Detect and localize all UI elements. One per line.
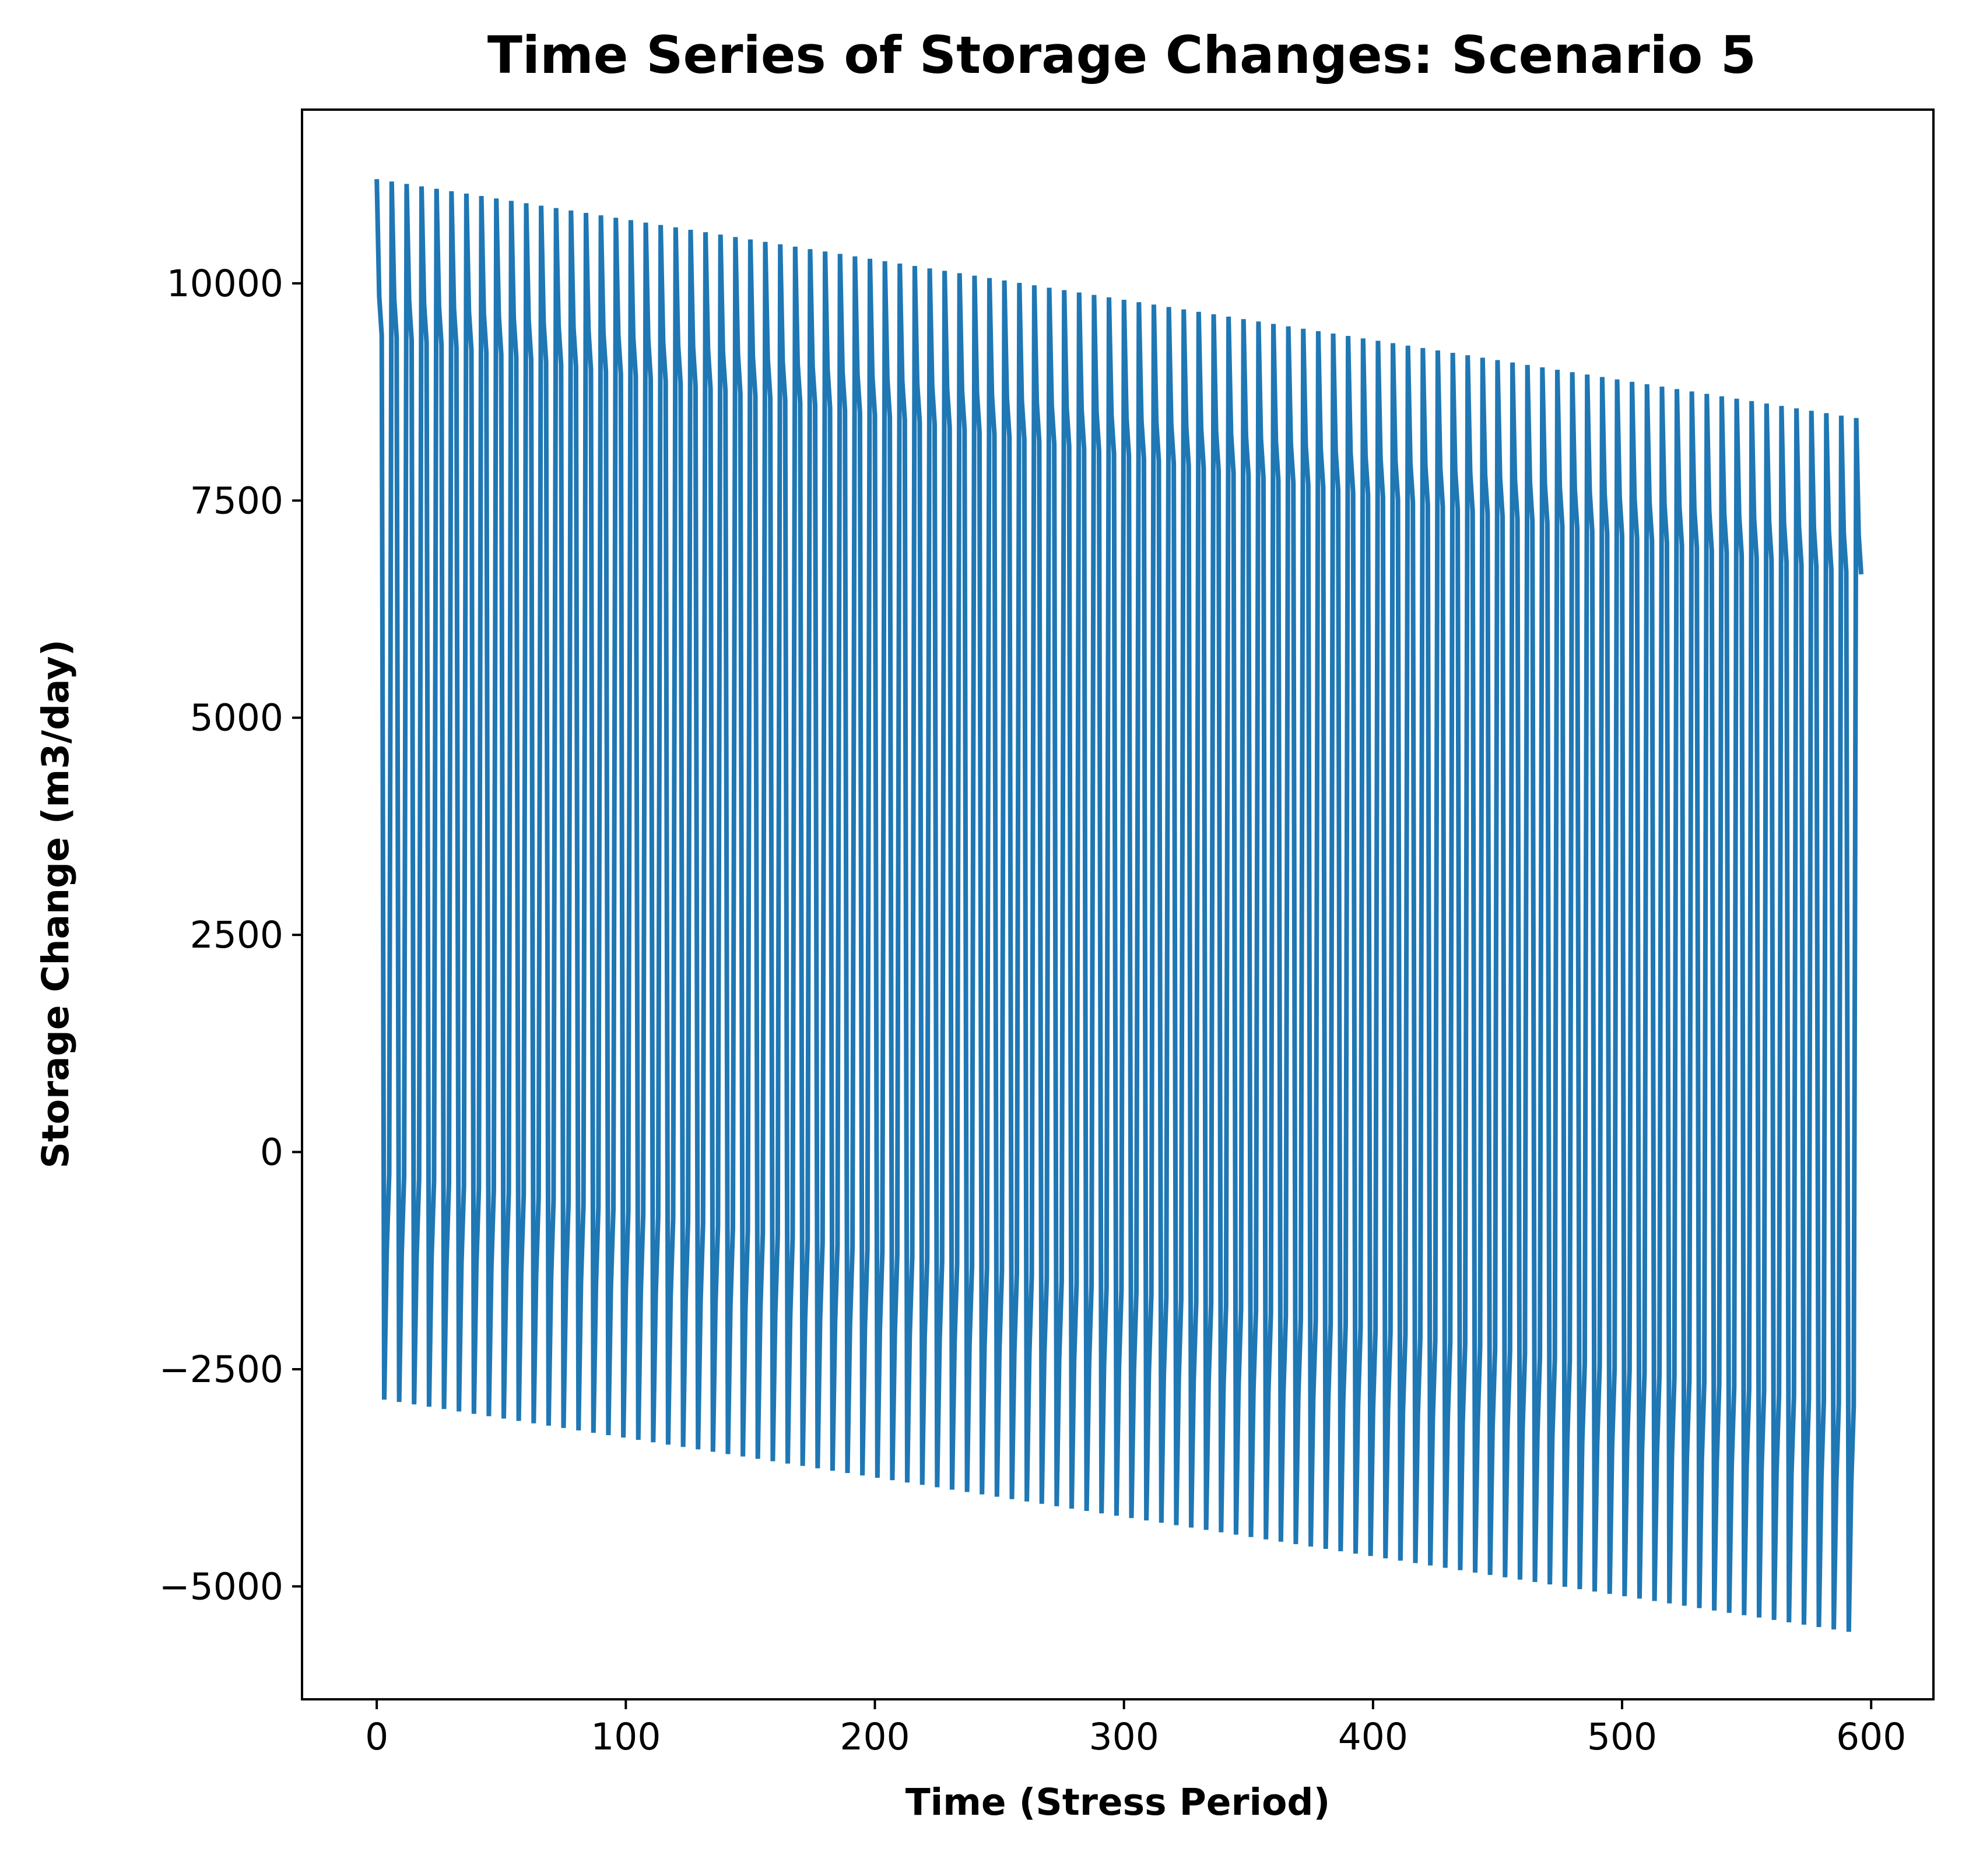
x-tick-label: 300 [1089,1716,1159,1758]
x-tick-label: 0 [365,1716,388,1758]
x-tick-label: 100 [591,1716,661,1758]
x-axis-ticks: 0 100 200 300 400 500 600 [365,1699,1906,1758]
y-tick-label: 5000 [190,697,283,739]
x-tick-label: 500 [1587,1716,1657,1758]
plot-area [301,108,1935,1700]
y-tick-label: 7500 [190,479,283,522]
y-axis-label: Storage Change (m3/day) [34,639,77,1168]
x-tick-label: 200 [840,1716,910,1758]
storage-change-line [374,179,1864,1632]
x-tick-label: 400 [1338,1716,1408,1758]
x-tick-label: 600 [1836,1716,1906,1758]
y-tick-label: −2500 [159,1348,283,1391]
y-axis-ticks: −5000 −2500 0 2500 5000 7500 10000 [159,262,302,1608]
axes-frame [301,108,1935,1700]
y-tick-label: 10000 [167,262,283,305]
y-tick-label: −5000 [159,1565,283,1608]
chart-title: Time Series of Storage Changes: Scenario… [487,25,1756,85]
y-tick-label: 0 [260,1131,283,1174]
x-axis-label: Time (Stress Period) [905,1781,1331,1824]
y-tick-label: 2500 [190,914,283,956]
